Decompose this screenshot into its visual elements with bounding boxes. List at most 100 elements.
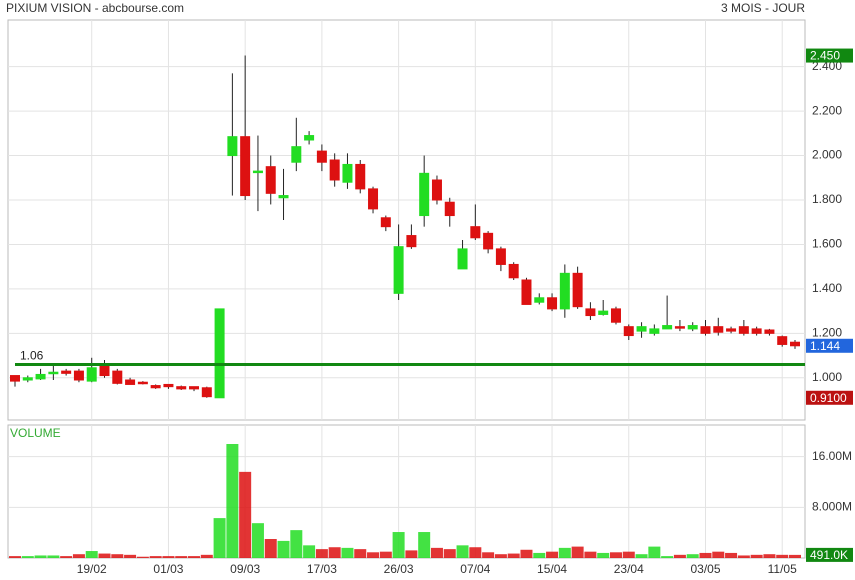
x-tick-label: 19/02: [77, 562, 107, 576]
volume-bar: [456, 545, 469, 558]
candle-body: [176, 386, 187, 390]
volume-bar: [315, 549, 328, 558]
volume-bar: [533, 552, 546, 558]
volume-bar: [200, 554, 213, 558]
candle-body: [431, 179, 442, 201]
volume-bar: [776, 554, 789, 558]
volume-bar: [239, 471, 252, 558]
candle-body: [342, 163, 353, 183]
volume-bar: [469, 547, 482, 558]
x-tick-label: 01/03: [153, 562, 183, 576]
price-frame: [7, 19, 806, 421]
candle-body: [419, 172, 430, 217]
x-tick-label: 07/04: [460, 562, 490, 576]
candle-body: [585, 308, 596, 317]
volume-bar: [763, 554, 776, 558]
candle-body: [291, 146, 302, 163]
candle-body: [214, 308, 225, 399]
volume-bar: [737, 555, 750, 558]
candle-body: [649, 328, 660, 334]
candle-body: [764, 329, 775, 334]
candle-body: [380, 217, 391, 228]
volume-bar: [379, 551, 392, 558]
candle-body: [483, 232, 494, 250]
candle-body: [316, 150, 327, 163]
candle-body: [662, 325, 673, 330]
value-marker: [806, 338, 853, 353]
volume-bar: [750, 554, 763, 558]
volume-bar: [98, 553, 111, 558]
volume-bar: [712, 551, 725, 558]
y-tick-label: 1.000: [812, 370, 842, 384]
volume-bar: [251, 523, 264, 558]
volume-bar: [175, 556, 188, 558]
candle-body: [598, 310, 609, 315]
volume-bar: [9, 556, 21, 558]
volume-bar: [789, 554, 801, 558]
value-marker: [806, 547, 853, 562]
candle-body: [163, 383, 174, 388]
value-marker: [806, 48, 853, 63]
candle-body: [329, 159, 340, 181]
volume-bar: [72, 554, 85, 558]
volume-frame: [7, 424, 806, 559]
volume-bar: [686, 554, 699, 558]
candle-body: [35, 373, 46, 380]
y-tick-label: 16.00M: [812, 449, 852, 463]
candle-body: [252, 170, 263, 174]
candle-body: [687, 325, 698, 330]
candle-body: [674, 326, 685, 329]
volume-bar: [277, 540, 290, 558]
value-marker-label: 491.0K: [810, 548, 848, 562]
candle-body: [547, 297, 558, 310]
volume-bar: [85, 551, 98, 558]
candle-body: [304, 135, 315, 141]
volume-bar: [482, 552, 495, 558]
candle-body: [99, 363, 110, 377]
candle-body: [150, 385, 161, 389]
volume-bar: [328, 547, 341, 558]
volume-bar: [520, 549, 533, 558]
candle-body: [227, 136, 238, 157]
volume-bar: [21, 556, 34, 558]
candle-body: [10, 375, 20, 382]
y-tick-label: 2.200: [812, 103, 842, 117]
volume-bar: [571, 546, 584, 558]
volume-bar: [303, 545, 316, 558]
x-tick-label: 26/03: [384, 562, 414, 576]
x-tick-label: 09/03: [230, 562, 260, 576]
volume-bar: [430, 547, 443, 558]
candle-body: [559, 272, 570, 310]
volume-bar: [34, 555, 47, 558]
volume-bar: [673, 554, 686, 558]
volume-bar: [635, 554, 648, 558]
x-tick-label: 23/04: [614, 562, 644, 576]
candle-body: [125, 379, 136, 385]
candle-body: [572, 272, 583, 308]
volume-bar: [264, 539, 277, 558]
candle-body: [86, 367, 97, 382]
volume-bar: [47, 555, 60, 558]
candle-body: [22, 377, 33, 381]
candle-body: [534, 297, 545, 303]
candle-body: [406, 235, 417, 248]
candle-body: [444, 201, 455, 217]
volume-bar: [609, 552, 622, 558]
volume-bar: [162, 556, 175, 558]
volume-bar: [494, 554, 507, 558]
y-tick-label: 1.400: [812, 281, 842, 295]
candle-body: [751, 328, 762, 334]
x-tick-label: 11/05: [768, 562, 797, 576]
volume-bar: [124, 554, 137, 558]
volume-bar: [136, 556, 149, 558]
volume-bar: [725, 552, 738, 558]
candle-body: [355, 163, 366, 190]
y-tick-label: 1.600: [812, 237, 842, 251]
x-tick-label: 15/04: [537, 562, 567, 576]
candle-body: [73, 370, 84, 381]
candle-body: [189, 386, 200, 390]
volume-bar: [558, 547, 571, 558]
candle-body: [368, 188, 379, 210]
volume-bar: [443, 549, 456, 558]
volume-bar: [546, 551, 559, 558]
